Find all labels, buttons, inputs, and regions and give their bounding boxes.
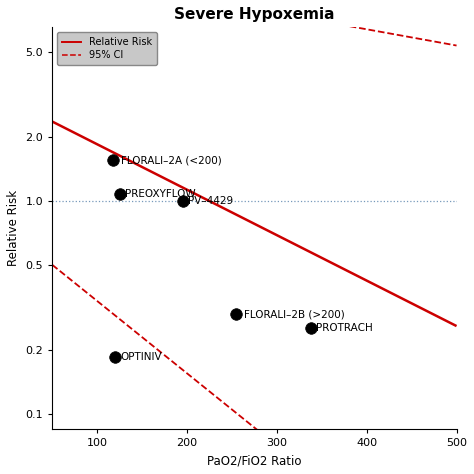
Point [233,310,240,318]
Point [116,190,123,198]
Text: FLORALI–2A (<200): FLORALI–2A (<200) [120,155,221,165]
Text: PROTRACH: PROTRACH [317,323,373,333]
Text: OPTINIV: OPTINIV [120,352,162,362]
Point [179,197,186,205]
Text: PV–4429: PV–4429 [188,196,233,206]
Title: Severe Hypoxemia: Severe Hypoxemia [174,7,335,22]
X-axis label: PaO2/FiO2 Ratio: PaO2/FiO2 Ratio [207,454,301,467]
Point [109,156,117,164]
Point [111,354,119,361]
Text: PREOXYFLOW: PREOXYFLOW [125,189,196,199]
Y-axis label: Relative Risk: Relative Risk [7,191,20,266]
Text: FLORALI–2B (>200): FLORALI–2B (>200) [244,309,345,319]
Legend: Relative Risk, 95% CI: Relative Risk, 95% CI [57,32,157,65]
Point [307,324,315,331]
